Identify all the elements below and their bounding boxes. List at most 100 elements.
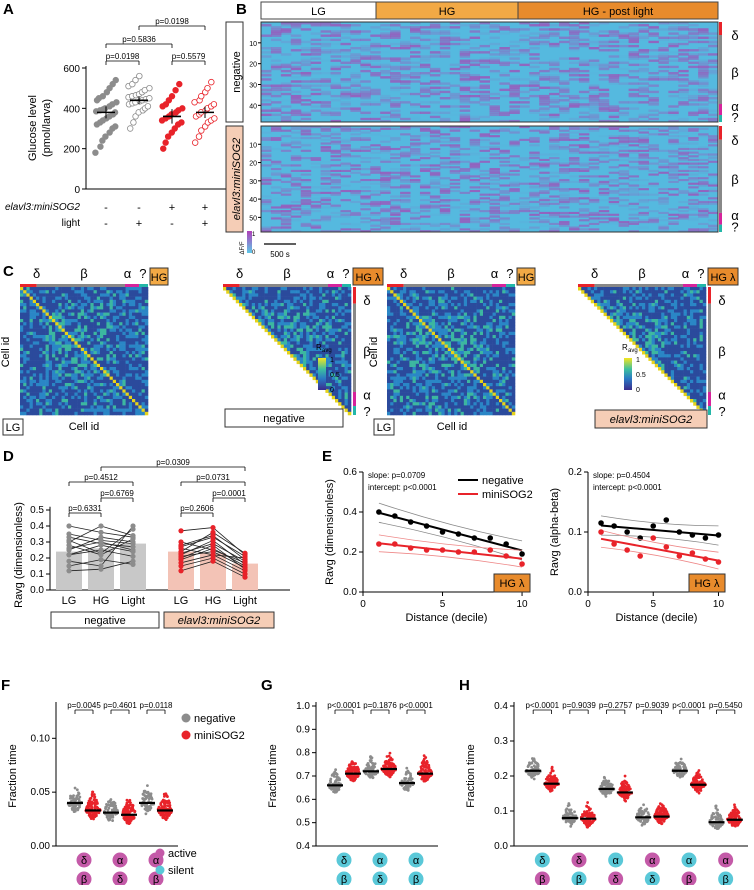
- heatmap-cell: [410, 26, 420, 28]
- matrix-cell: [100, 383, 104, 387]
- matrix-cell: [132, 405, 136, 409]
- matrix-cell: [132, 396, 136, 400]
- heatmap-cell: [261, 164, 271, 166]
- heatmap-cell: [549, 87, 559, 89]
- matrix-cell: [46, 293, 50, 297]
- heatmap-cell: [410, 66, 420, 68]
- matrix-cell: [332, 325, 336, 329]
- heatmap-cell: [658, 112, 668, 114]
- matrix-cell: [313, 370, 317, 374]
- matrix-cell: [46, 309, 50, 313]
- heatmap-cell: [519, 35, 529, 37]
- matrix-cell: [87, 389, 91, 393]
- heatmap-cell: [480, 183, 490, 185]
- matrix-cell: [100, 386, 104, 390]
- matrix-cell: [132, 341, 136, 345]
- matrix-cell: [97, 373, 101, 377]
- matrix-cell: [20, 287, 24, 291]
- heatmap-cell: [698, 47, 708, 49]
- heatmap-cell: [331, 206, 341, 208]
- matrix-cell: [84, 325, 88, 329]
- heatmap-cell: [639, 87, 649, 89]
- heatmap-cell: [440, 188, 450, 190]
- matrix-cell: [113, 297, 117, 301]
- heatmap-cell: [470, 203, 480, 205]
- matrix-cell: [126, 300, 130, 304]
- matrix-cell: [65, 309, 69, 313]
- matrix-cell: [20, 399, 24, 403]
- matrix-cell: [68, 389, 72, 393]
- heatmap-cell: [291, 212, 301, 214]
- matrix-cell: [271, 313, 275, 317]
- heatmap-cell: [539, 62, 549, 64]
- heatmap-cell: [360, 150, 370, 152]
- matrix-cell: [97, 322, 101, 326]
- cell-type-label: β: [80, 266, 87, 281]
- heatmap-cell: [609, 159, 619, 161]
- matrix-cell: [36, 348, 40, 352]
- matrix-cell: [46, 412, 50, 416]
- matrix-cell: [23, 345, 27, 349]
- matrix-cell: [52, 303, 56, 307]
- matrix-cell: [116, 329, 120, 333]
- heatmap-cell: [519, 166, 529, 168]
- heatmap-cell: [460, 175, 470, 177]
- matrix-cell: [103, 357, 107, 361]
- heatmap-cell: [420, 66, 430, 68]
- matrix-cell: [261, 322, 265, 326]
- heatmap-cell: [529, 164, 539, 166]
- heatmap-cell: [450, 183, 460, 185]
- matrix-cell: [106, 303, 110, 307]
- matrix-cell: [303, 300, 307, 304]
- heatmap-cell: [559, 225, 569, 227]
- matrix-cell: [287, 306, 291, 310]
- matrix-cell: [129, 377, 133, 381]
- matrix-cell: [39, 377, 43, 381]
- heatmap-cell: [708, 72, 718, 74]
- heatmap-cell: [619, 41, 629, 43]
- heatmap-cell: [480, 60, 490, 62]
- matrix-cell: [74, 287, 78, 291]
- heatmap-cell: [301, 194, 311, 196]
- heatmap-cell: [708, 225, 718, 227]
- matrix-cell: [46, 300, 50, 304]
- heatmap-cell: [579, 164, 589, 166]
- heatmap-cell: [549, 62, 559, 64]
- heatmap-cell: [708, 227, 718, 229]
- heatmap-cell: [639, 24, 649, 26]
- matrix-cell: [87, 402, 91, 406]
- matrix-cell: [300, 329, 304, 333]
- heatmap-cell: [658, 53, 668, 55]
- matrix-cell: [138, 412, 142, 416]
- heatmap-cell: [480, 91, 490, 93]
- matrix-cell: [303, 361, 307, 365]
- matrix-cell: [55, 338, 59, 342]
- heatmap-cell: [539, 159, 549, 161]
- matrix-cell: [300, 287, 304, 291]
- heatmap-cell: [668, 78, 678, 80]
- heatmap-cell: [331, 164, 341, 166]
- matrix-cell: [126, 402, 130, 406]
- matrix-cell: [348, 303, 352, 307]
- heatmap-cell: [420, 60, 430, 62]
- matrix-cell: [58, 364, 62, 368]
- matrix-cell: [129, 402, 133, 406]
- heatmap-cell: [539, 179, 549, 181]
- heatmap-cell: [470, 152, 480, 154]
- matrix-cell: [290, 287, 294, 291]
- heatmap-cell: [639, 221, 649, 223]
- matrix-cell: [233, 287, 237, 291]
- heatmap-cell: [490, 177, 500, 179]
- heatmap-cell: [380, 70, 390, 72]
- matrix-cell: [103, 399, 107, 403]
- matrix-cell: [26, 396, 30, 400]
- heatmap-cell: [678, 152, 688, 154]
- heatmap-cell: [340, 105, 350, 107]
- heatmap-cell: [450, 186, 460, 188]
- matrix-cell: [65, 367, 69, 371]
- matrix-cell: [135, 325, 139, 329]
- matrix-cell: [138, 297, 142, 301]
- matrix-cell: [322, 313, 326, 317]
- heatmap-cell: [698, 128, 708, 130]
- matrix-cell: [100, 348, 104, 352]
